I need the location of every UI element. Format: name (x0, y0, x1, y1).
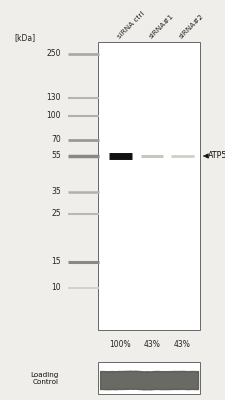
Text: Loading
Control: Loading Control (30, 372, 58, 384)
Text: 43%: 43% (174, 340, 191, 349)
Text: siRNA#1: siRNA#1 (148, 13, 175, 40)
Text: ATP5B: ATP5B (208, 152, 225, 160)
Text: 55: 55 (51, 152, 61, 160)
Text: 250: 250 (46, 50, 61, 58)
Text: 10: 10 (51, 284, 61, 292)
Text: siRNA#2: siRNA#2 (178, 13, 205, 40)
Text: 100: 100 (46, 112, 61, 120)
Text: 100%: 100% (110, 340, 131, 349)
Text: siRNA ctrl: siRNA ctrl (116, 11, 145, 40)
Bar (98, 42, 200, 330)
Text: 15: 15 (51, 258, 61, 266)
Text: 130: 130 (46, 94, 61, 102)
Bar (98, 362, 200, 394)
Text: 70: 70 (51, 136, 61, 144)
Text: 35: 35 (51, 188, 61, 196)
Text: 25: 25 (51, 210, 61, 218)
Text: 43%: 43% (144, 340, 160, 349)
Text: [kDa]: [kDa] (15, 34, 36, 42)
